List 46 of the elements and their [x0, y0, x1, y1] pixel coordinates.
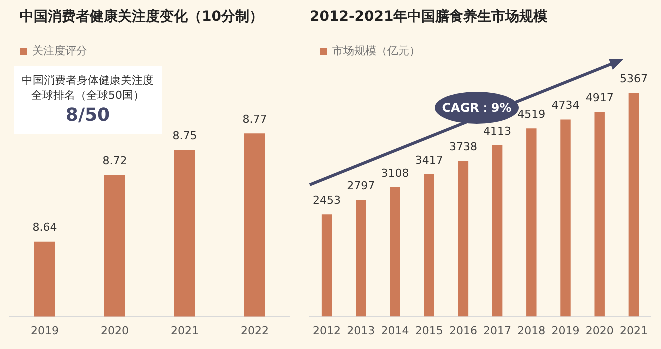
data-label: 5367 [620, 72, 648, 86]
annotation: 全球排名（全球50国） [30, 88, 146, 103]
annotation: 8/50 [64, 105, 112, 126]
bar [492, 146, 503, 317]
x-tick-label: 2014 [381, 324, 410, 338]
x-tick-label: 2021 [620, 324, 648, 338]
data-label: 4113 [484, 124, 512, 138]
data-label: 3108 [381, 166, 410, 180]
bar [390, 187, 400, 317]
data-label: 8.72 [102, 154, 128, 168]
data-label: 8.75 [172, 130, 198, 143]
data-label: 4519 [518, 108, 546, 122]
annotation: 中国消费者身体健康关注度 [21, 73, 155, 88]
chart-title: 中国消费者健康关注度变化（10分制） [20, 8, 264, 26]
x-tick-label: 2018 [518, 324, 546, 338]
chart-title: 2012-2021年中国膳食养生市场规模 [310, 8, 548, 26]
x-tick-label: 2020 [586, 324, 614, 338]
x-tick-label: 2019 [31, 324, 59, 338]
bar [424, 174, 434, 317]
x-tick-label: 2015 [415, 324, 444, 338]
data-label: 3417 [415, 154, 444, 167]
data-label: 2797 [347, 180, 376, 193]
bar [458, 161, 469, 317]
legend-label: 市场规模（亿元） [332, 44, 420, 58]
data-label: 4734 [552, 99, 580, 112]
bar [526, 128, 537, 317]
bar [322, 214, 332, 317]
data-label: 2453 [313, 194, 342, 208]
bar [560, 120, 571, 317]
x-tick-label: 2019 [552, 324, 580, 338]
legend-label: 关注度评分 [32, 44, 88, 58]
x-tick-label: 2013 [347, 324, 376, 338]
annotation: CAGR：9% [435, 92, 519, 124]
x-tick-label: 2021 [171, 324, 199, 338]
bar [594, 112, 605, 317]
x-tick-label: 2016 [449, 324, 478, 338]
data-label: 8.77 [242, 112, 268, 126]
bar [356, 200, 366, 317]
x-tick-label: 2020 [101, 324, 129, 338]
x-tick-label: 2017 [484, 324, 512, 338]
x-tick-label: 2022 [241, 324, 269, 338]
data-label: 8.64 [32, 221, 58, 234]
data-label: 3738 [449, 140, 478, 154]
data-label: 4917 [586, 91, 614, 104]
bar [628, 93, 640, 317]
x-tick-label: 2012 [313, 324, 342, 338]
